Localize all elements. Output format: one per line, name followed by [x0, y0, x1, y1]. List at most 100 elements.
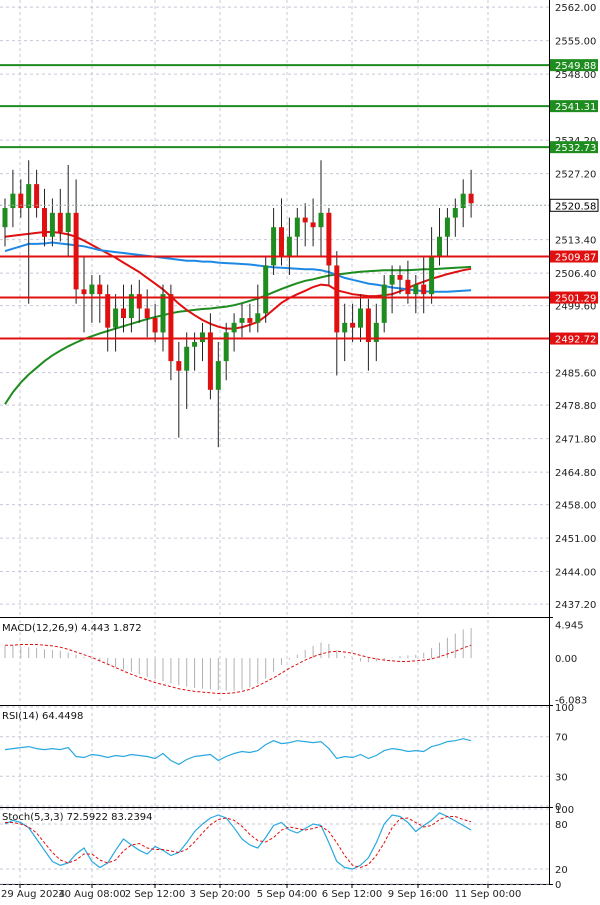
level-tag — [550, 59, 598, 72]
level-tag-label: 2509.87 — [555, 253, 596, 264]
price-tick-label: 2562.00 — [555, 3, 596, 14]
candle-body — [421, 284, 427, 295]
candle-body — [200, 332, 205, 342]
candle-body — [49, 212, 55, 237]
stoch-k-line — [4, 812, 472, 870]
stoch-label: Stoch(5,3,3) 72.5922 83.2394 — [2, 812, 153, 823]
price-tick-label: 2458.00 — [555, 501, 596, 512]
candle-body — [444, 217, 450, 237]
candle-body — [160, 294, 166, 333]
level-tag-label: 2501.29 — [555, 294, 596, 305]
price-tick-label: 2485.60 — [555, 369, 596, 380]
stoch-tick-label: 80 — [555, 820, 568, 831]
candle-body — [452, 208, 458, 218]
candle-body — [152, 318, 158, 333]
macd-tick-label: 4.945 — [555, 620, 584, 631]
candle-body — [136, 294, 142, 309]
candle-body — [310, 222, 316, 228]
candle-body — [73, 212, 79, 290]
x-tick-label: 3 Sep 20:00 — [190, 889, 250, 900]
candle-body — [326, 212, 332, 266]
stoch-d-line — [5, 816, 472, 869]
stoch-tick-label: 100 — [555, 805, 574, 816]
candle-body — [373, 322, 379, 342]
candle-body — [231, 322, 237, 333]
candle-body — [350, 322, 356, 328]
candle-body — [34, 184, 40, 209]
candle-body — [121, 308, 126, 319]
candle-body — [176, 361, 182, 371]
candle-body — [389, 275, 395, 285]
candle-body — [279, 227, 284, 256]
x-tick-label: 2 Sep 12:00 — [125, 889, 185, 900]
candle-body — [42, 208, 47, 237]
x-tick-label: 29 Aug 2024 — [1, 889, 65, 900]
stoch-tick-label: 20 — [555, 865, 568, 876]
candle-body — [81, 289, 87, 295]
candle-body — [144, 308, 150, 319]
candle-body — [468, 193, 474, 204]
candle-body — [294, 217, 300, 237]
candle-body — [263, 265, 269, 314]
stoch-panel: Stoch(5,3,3) 72.5922 83.2394 — [2, 812, 472, 870]
candle-body — [223, 332, 229, 362]
candle-body — [2, 208, 8, 228]
candle-body — [97, 284, 103, 295]
candle-body — [302, 217, 308, 223]
level-tag-label: 2492.72 — [555, 335, 596, 346]
macd-tick-label: -6.083 — [555, 695, 587, 706]
price-tick-label: 2464.80 — [555, 468, 596, 479]
rsi-tick-label: 30 — [555, 772, 568, 783]
price-tick-label: 2506.40 — [555, 269, 596, 280]
candle-body — [26, 184, 32, 209]
price-panel — [0, 64, 549, 448]
candle-body — [381, 284, 387, 323]
rsi-label: RSI(14) 64.4498 — [2, 711, 83, 722]
candle-body — [65, 212, 71, 232]
price-tick-label: 2548.00 — [555, 70, 596, 81]
price-tick-label: 2437.20 — [555, 600, 596, 611]
current-price-label: 2520.58 — [555, 201, 596, 212]
rsi-line — [4, 738, 472, 766]
candle-body — [397, 275, 403, 280]
candle-body — [358, 308, 363, 328]
x-tick-label: 9 Sep 16:00 — [388, 889, 448, 900]
rsi-tick-label: 0 — [555, 802, 561, 813]
level-tag — [550, 332, 598, 345]
candle-body — [192, 341, 198, 347]
candle-body — [57, 212, 63, 232]
macd-label: MACD(12,26,9) 4.443 1.872 — [2, 623, 142, 634]
price-tick-label: 2513.40 — [555, 236, 596, 247]
candle-body — [239, 318, 245, 323]
candle-body — [113, 308, 119, 328]
candle-body — [271, 227, 277, 266]
level-tag-label: 2532.73 — [555, 143, 596, 154]
candle-body — [437, 236, 442, 256]
price-tick-label: 2478.80 — [555, 401, 596, 412]
macd-panel: MACD(12,26,9) 4.443 1.872 — [2, 623, 472, 694]
candle-body — [89, 284, 95, 295]
candle-body — [105, 294, 111, 328]
price-tick-label: 2471.80 — [555, 435, 596, 446]
candle-body — [215, 361, 221, 390]
candle-body — [405, 279, 411, 295]
candle-body — [128, 294, 134, 319]
ma-red-line — [4, 231, 472, 330]
level-tag-label: 2549.88 — [555, 61, 596, 72]
axis-layer: 2562.002555.002548.002534.202527.202513.… — [1, 3, 599, 900]
grid-layer — [0, 0, 553, 885]
candle-body — [429, 255, 435, 295]
stoch-tick-label: 0 — [555, 880, 561, 891]
candle-body — [413, 284, 419, 295]
candle-body — [247, 318, 253, 323]
candle-body — [334, 265, 340, 333]
macd-signal-line — [5, 644, 472, 694]
candle-body — [460, 193, 466, 209]
rsi-tick-label: 100 — [555, 703, 574, 714]
ma-green-line — [4, 265, 472, 405]
x-tick-label: 30 Aug 08:00 — [58, 889, 125, 900]
price-tick-label: 2555.00 — [555, 37, 596, 48]
macd-tick-label: 0.00 — [555, 654, 577, 665]
rsi-tick-label: 70 — [555, 733, 568, 744]
